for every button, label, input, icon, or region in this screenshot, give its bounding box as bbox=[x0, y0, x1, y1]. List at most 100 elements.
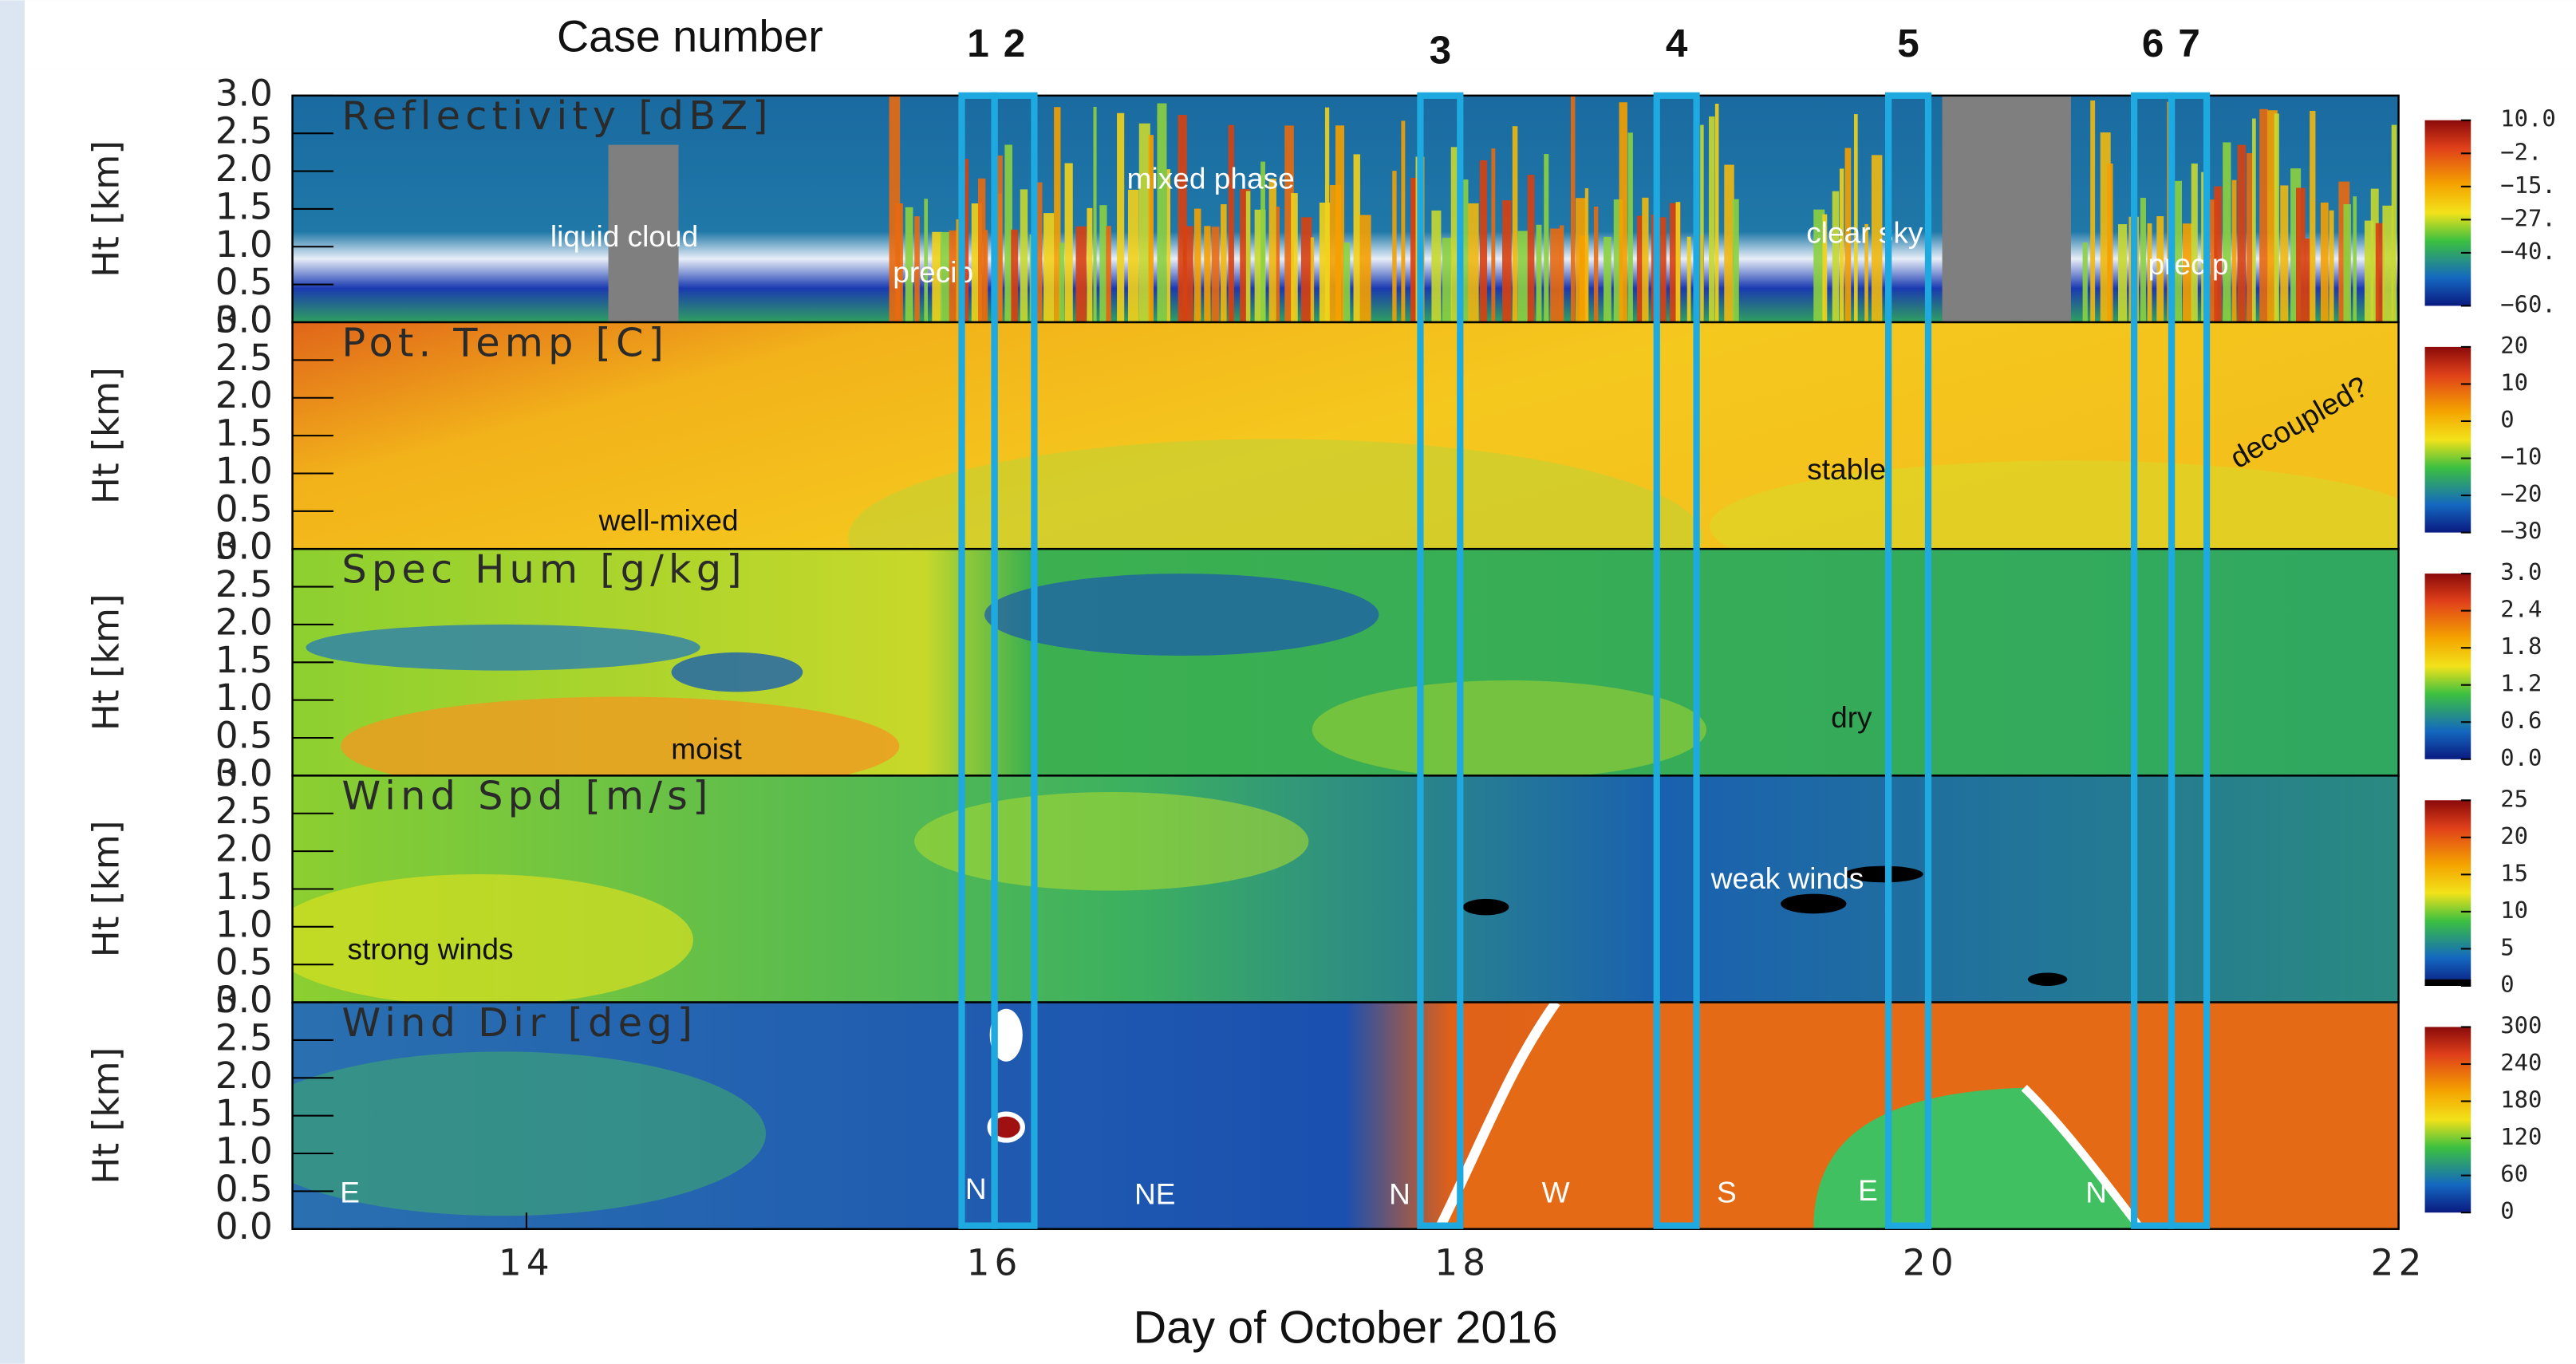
field bbox=[2082, 242, 2088, 323]
field bbox=[1686, 236, 1691, 323]
y-axis-label: Ht [km] bbox=[85, 821, 127, 958]
field bbox=[1075, 226, 1087, 323]
field bbox=[1276, 206, 1280, 323]
annotation: liquid cloud bbox=[550, 219, 698, 253]
field bbox=[1864, 223, 1868, 323]
field bbox=[2156, 216, 2164, 323]
panel-title: Pot. Temp [C] bbox=[341, 319, 669, 365]
case-number: 2 bbox=[1004, 22, 1025, 65]
annotation: dry bbox=[1831, 700, 1872, 734]
field bbox=[1431, 210, 1442, 323]
field bbox=[1813, 1087, 2141, 1229]
field bbox=[341, 696, 900, 776]
field bbox=[1020, 189, 1028, 323]
field bbox=[1221, 204, 1227, 323]
case-number: 4 bbox=[1666, 22, 1688, 65]
y-axis-label: Ht [km] bbox=[85, 367, 127, 504]
field bbox=[2107, 163, 2113, 323]
panel: Spec Hum [g/kg]Ht [km]0.00.51.01.52.02.5… bbox=[85, 526, 2542, 794]
colorbar-low bbox=[2424, 979, 2471, 986]
colorbar-tick-label: 25 bbox=[2500, 785, 2528, 812]
annotation: precip bbox=[2148, 247, 2229, 281]
field bbox=[2343, 204, 2351, 323]
x-tick-label: 20 bbox=[1903, 1242, 1959, 1284]
heatmap bbox=[292, 1002, 2399, 1229]
field bbox=[2247, 152, 2253, 323]
colorbar-tick-label: −27. bbox=[2500, 204, 2555, 231]
colorbar-tick-label: −20 bbox=[2500, 480, 2542, 507]
x-tick-label: 16 bbox=[967, 1242, 1023, 1284]
field bbox=[1839, 168, 1844, 323]
field bbox=[1627, 132, 1633, 323]
field bbox=[914, 791, 1309, 891]
missing-data bbox=[1942, 95, 2071, 323]
y-tick-label: 1.0 bbox=[215, 676, 273, 719]
field bbox=[1291, 193, 1298, 323]
panel: Reflectivity [dBZ] Ht [km] 0.00.51.01.52.0… bbox=[85, 72, 2555, 341]
colorbar-tick-label: 10 bbox=[2500, 897, 2528, 924]
field bbox=[1359, 215, 1371, 323]
colorbar-tick-label: 120 bbox=[2500, 1123, 2542, 1150]
y-tick-label: 1.5 bbox=[215, 1092, 273, 1134]
colorbar-tick-label: −10 bbox=[2500, 443, 2542, 471]
field bbox=[1491, 148, 1496, 323]
y-tick-label: 1.0 bbox=[215, 903, 273, 945]
y-tick-label: 2.0 bbox=[215, 148, 273, 190]
field bbox=[1245, 191, 1251, 323]
field bbox=[2320, 202, 2329, 323]
y-axis-label: Ht [km] bbox=[85, 140, 127, 278]
field bbox=[1148, 135, 1154, 323]
field bbox=[1260, 161, 1265, 323]
field bbox=[1087, 207, 1093, 323]
case-box bbox=[1417, 92, 1464, 1229]
field bbox=[962, 159, 969, 323]
panels: Reflectivity [dBZ]Ht [km]0.00.51.01.52.0… bbox=[85, 72, 2555, 1353]
colorbar-tick-label: 20 bbox=[2500, 332, 2528, 359]
y-tick-label: 3.0 bbox=[215, 752, 273, 794]
field bbox=[1064, 163, 1073, 323]
colorbar-tick-label: 5 bbox=[2500, 933, 2514, 960]
y-tick-label: 0.0 bbox=[215, 1205, 273, 1248]
field bbox=[2027, 972, 2068, 986]
field bbox=[940, 231, 949, 323]
annotation: strong winds bbox=[348, 932, 514, 966]
colorbar-tick-label: −15. bbox=[2500, 171, 2555, 199]
case-title: Case number bbox=[557, 11, 823, 61]
field bbox=[1584, 187, 1589, 323]
field bbox=[1714, 104, 1719, 323]
annotation: mixed phase bbox=[1127, 162, 1295, 195]
field bbox=[1579, 235, 1589, 323]
field bbox=[2214, 186, 2223, 323]
annotation: stable bbox=[1807, 452, 1886, 486]
field bbox=[989, 1008, 1023, 1062]
field bbox=[2231, 179, 2237, 323]
y-tick-label: 0.0 bbox=[215, 752, 273, 794]
field bbox=[2274, 113, 2279, 323]
x-axis-label: Day of October 2016 bbox=[1134, 1303, 1558, 1354]
y-tick-label: 3.0 bbox=[215, 299, 273, 341]
colorbar-tick-label: 15 bbox=[2500, 859, 2528, 886]
colorbar-tick-label: 3.0 bbox=[2500, 558, 2542, 585]
panel-title: Spec Hum [g/kg] bbox=[341, 546, 746, 593]
missing-data bbox=[608, 144, 679, 323]
field bbox=[924, 199, 929, 323]
colorbar-tick-label: 60 bbox=[2500, 1161, 2528, 1188]
field bbox=[2353, 196, 2357, 323]
field bbox=[1268, 178, 1276, 323]
field bbox=[2118, 224, 2128, 323]
annotation: NE bbox=[1134, 1177, 1175, 1210]
y-tick-label: 1.0 bbox=[215, 1130, 273, 1173]
annotation: N bbox=[1389, 1177, 1410, 1210]
case-number: 5 bbox=[1897, 22, 1919, 65]
panel: Wind Dir [deg]Ht [km]0.00.51.01.52.02.53… bbox=[85, 979, 2542, 1354]
panel-title: Wind Dir [deg] bbox=[341, 999, 697, 1046]
colorbar bbox=[2424, 120, 2471, 306]
field bbox=[2370, 188, 2379, 323]
colorbar-tick-label: 300 bbox=[2500, 1011, 2542, 1039]
field bbox=[1710, 460, 2399, 550]
case-box bbox=[1885, 92, 1932, 1229]
y-tick-label: 2.0 bbox=[215, 601, 273, 643]
field bbox=[1343, 242, 1351, 323]
panel-title: Reflectivity [dBZ] bbox=[341, 93, 772, 139]
